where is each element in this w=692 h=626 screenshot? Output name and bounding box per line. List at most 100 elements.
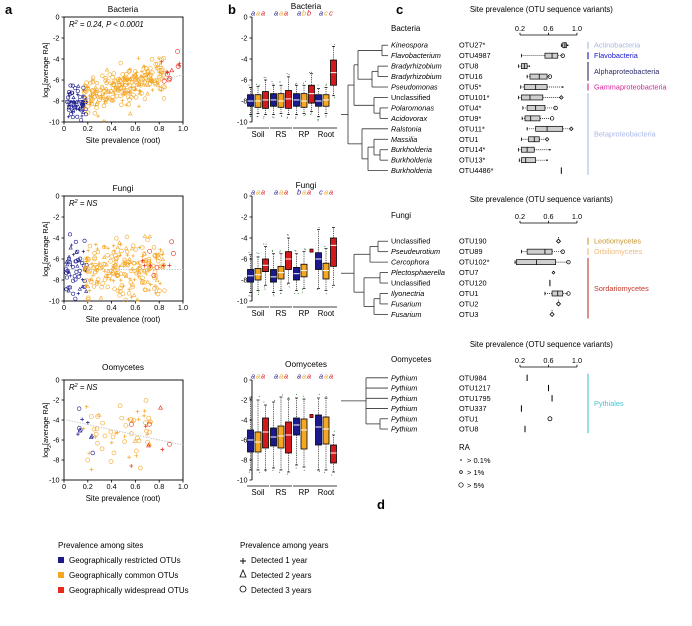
svg-text:Kineospora: Kineospora	[391, 41, 428, 50]
svg-text:OTU2: OTU2	[459, 299, 478, 308]
svg-text:OTU3: OTU3	[459, 310, 478, 319]
svg-text:-4: -4	[53, 233, 60, 242]
svg-text:-8: -8	[241, 96, 248, 105]
svg-text:R2 = NS: R2 = NS	[69, 383, 98, 392]
svg-text:0: 0	[55, 375, 59, 384]
svg-text:c: c	[396, 2, 403, 17]
svg-text:Betaproteobacteria: Betaproteobacteria	[594, 130, 657, 139]
svg-text:-4: -4	[53, 415, 60, 424]
svg-text:Detected 3 years: Detected 3 years	[251, 586, 311, 595]
svg-text:0: 0	[62, 124, 66, 133]
svg-text:Ralstonia: Ralstonia	[391, 124, 421, 133]
svg-text:-8: -8	[241, 275, 248, 284]
svg-text:Site prevalence (OTU sequence: Site prevalence (OTU sequence variants)	[470, 195, 613, 204]
svg-text:a: a	[284, 372, 288, 381]
svg-text:0: 0	[55, 12, 59, 21]
svg-text:1.0: 1.0	[178, 303, 188, 312]
svg-text:R2 = NS: R2 = NS	[69, 199, 98, 208]
svg-text:0.4: 0.4	[107, 482, 117, 491]
svg-text:RS: RS	[276, 130, 287, 139]
svg-text:-10: -10	[237, 296, 248, 305]
svg-text:0.2: 0.2	[83, 482, 93, 491]
svg-text:Actinobacteria: Actinobacteria	[594, 41, 641, 50]
svg-text:OTU120: OTU120	[459, 279, 487, 288]
svg-text:OTU337: OTU337	[459, 404, 487, 413]
svg-text:OTU16: OTU16	[459, 72, 483, 81]
svg-text:a: a	[307, 188, 311, 197]
svg-text:a: a	[297, 372, 301, 381]
svg-text:Oomycetes: Oomycetes	[285, 359, 327, 369]
svg-text:Soil: Soil	[251, 130, 264, 139]
svg-text:0.8: 0.8	[154, 482, 164, 491]
svg-text:b: b	[297, 188, 301, 197]
svg-text:OTU8: OTU8	[459, 62, 478, 71]
svg-text:-6: -6	[53, 435, 60, 444]
svg-text:-10: -10	[237, 117, 248, 126]
svg-text:-8: -8	[53, 455, 60, 464]
svg-text:0: 0	[55, 191, 59, 200]
svg-text:-8: -8	[53, 96, 60, 105]
svg-text:Prevalence among sites: Prevalence among sites	[58, 541, 143, 550]
svg-text:-8: -8	[241, 455, 248, 464]
svg-text:OTU102*: OTU102*	[459, 258, 490, 267]
svg-text:Massilia: Massilia	[391, 135, 417, 144]
svg-text:OTU984: OTU984	[459, 373, 487, 382]
svg-text:Cercophora: Cercophora	[391, 258, 429, 267]
svg-text:Prevalence among years: Prevalence among years	[240, 541, 329, 550]
svg-text:OTU14*: OTU14*	[459, 145, 486, 154]
svg-text:Soil: Soil	[251, 309, 264, 318]
svg-text:R2 = 0.24, P < 0.0001: R2 = 0.24, P < 0.0001	[69, 20, 144, 29]
svg-text:Detected 1 year: Detected 1 year	[251, 556, 308, 565]
svg-text:> 1%: > 1%	[467, 468, 485, 477]
svg-text:Orbiliomycetes: Orbiliomycetes	[594, 247, 643, 256]
svg-text:0.6: 0.6	[130, 482, 140, 491]
svg-text:0.6: 0.6	[543, 356, 553, 365]
svg-text:0.6: 0.6	[543, 212, 553, 221]
svg-text:0.4: 0.4	[107, 124, 117, 133]
svg-text:Burkholderia: Burkholderia	[391, 156, 432, 165]
svg-text:a: a	[251, 188, 255, 197]
svg-text:Pseudomonas: Pseudomonas	[391, 83, 438, 92]
svg-text:OTU9*: OTU9*	[459, 114, 481, 123]
svg-text:b: b	[307, 9, 311, 18]
svg-text:0.2: 0.2	[83, 303, 93, 312]
svg-text:Pseudeurotium: Pseudeurotium	[391, 247, 440, 256]
svg-text:-2: -2	[53, 33, 60, 42]
svg-text:a: a	[251, 9, 255, 18]
svg-text:-6: -6	[241, 254, 248, 263]
svg-text:Bradyrhizobium: Bradyrhizobium	[391, 72, 442, 81]
svg-text:0.6: 0.6	[543, 24, 553, 33]
svg-text:-6: -6	[241, 435, 248, 444]
svg-text:a: a	[329, 372, 333, 381]
svg-text:-4: -4	[241, 415, 248, 424]
svg-text:a: a	[297, 9, 301, 18]
svg-text:-6: -6	[53, 75, 60, 84]
svg-text:Root: Root	[318, 488, 335, 497]
svg-text:OTU190: OTU190	[459, 237, 487, 246]
svg-text:Site prevalence (root): Site prevalence (root)	[86, 315, 161, 324]
svg-text:-8: -8	[53, 275, 60, 284]
svg-text:Geographically common OTUs: Geographically common OTUs	[69, 571, 178, 580]
svg-text:0.8: 0.8	[154, 124, 164, 133]
svg-text:-2: -2	[53, 395, 60, 404]
svg-text:OTU4486*: OTU4486*	[459, 166, 494, 175]
svg-text:Acidovorax: Acidovorax	[390, 114, 427, 123]
svg-text:a: a	[256, 372, 260, 381]
svg-text:-6: -6	[241, 75, 248, 84]
svg-text:0.2: 0.2	[83, 124, 93, 133]
svg-text:c: c	[324, 9, 328, 18]
svg-text:Unclassified: Unclassified	[391, 237, 430, 246]
svg-text:a: a	[279, 372, 283, 381]
svg-text:Pythiales: Pythiales	[594, 399, 624, 408]
svg-text:-2: -2	[241, 212, 248, 221]
svg-text:1.0: 1.0	[178, 124, 188, 133]
svg-text:a: a	[279, 9, 283, 18]
svg-text:Bacteria: Bacteria	[391, 24, 421, 33]
svg-text:Burkholderia: Burkholderia	[391, 166, 432, 175]
svg-text:a: a	[319, 9, 323, 18]
svg-text:OTU13*: OTU13*	[459, 156, 486, 165]
svg-text:Oomycetes: Oomycetes	[391, 355, 431, 364]
svg-text:-6: -6	[53, 254, 60, 263]
svg-text:0.8: 0.8	[154, 303, 164, 312]
svg-text:OTU4*: OTU4*	[459, 103, 481, 112]
